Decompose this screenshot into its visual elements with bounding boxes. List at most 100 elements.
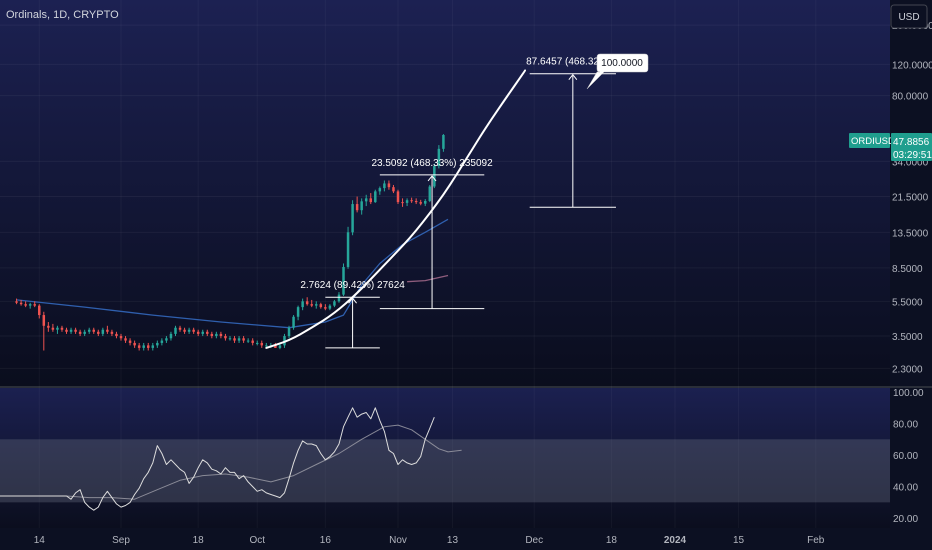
measure-arrow — [568, 73, 578, 81]
candle-body — [65, 329, 68, 332]
candle — [228, 336, 232, 341]
rsi-tick-label: 100.00 — [893, 388, 924, 399]
candle — [255, 340, 259, 346]
time-tick-label: Dec — [525, 535, 543, 546]
candle — [28, 302, 32, 309]
candle-body — [328, 305, 332, 309]
candle — [124, 336, 127, 343]
candle-body — [146, 345, 150, 348]
candle-body — [305, 301, 309, 305]
candles — [15, 134, 445, 351]
candle-body — [246, 340, 250, 342]
candle-body — [433, 165, 436, 187]
candle — [392, 184, 395, 194]
candle-body — [78, 331, 82, 334]
candle-body — [392, 187, 395, 192]
measure-label: 23.5092 (468.33%) 235092 — [371, 158, 493, 169]
candle-body — [183, 329, 186, 332]
candle — [433, 163, 436, 189]
time-tick-label: 2024 — [664, 535, 687, 546]
candle-body — [228, 338, 232, 340]
candle — [110, 329, 114, 337]
candle-body — [137, 345, 141, 348]
candle — [237, 336, 241, 343]
candle — [442, 134, 445, 152]
projection-curve[interactable] — [265, 69, 527, 349]
candle — [69, 327, 73, 334]
candle-body — [337, 294, 341, 302]
candle-body — [60, 327, 64, 330]
price-tick-label: 120.0000 — [892, 60, 932, 71]
candle — [78, 329, 82, 337]
candle — [87, 327, 91, 334]
candle — [196, 329, 200, 337]
candle — [165, 336, 168, 343]
candle — [287, 325, 291, 339]
candle — [428, 184, 432, 203]
candle-body — [224, 336, 227, 339]
measurement-tools[interactable]: 2.7624 (89.42%) 27624 23.5092 (468.33%) 2… — [300, 57, 620, 349]
candle — [142, 342, 145, 351]
rsi-pane-background — [0, 388, 890, 528]
currency-label: USD — [898, 12, 919, 23]
candle — [201, 329, 204, 337]
candle — [97, 329, 100, 337]
candle — [251, 338, 254, 346]
candle-body — [169, 333, 173, 339]
candle-body — [192, 329, 195, 332]
price-axis-background — [890, 0, 932, 528]
price-callout[interactable]: 100.0000 — [586, 53, 649, 90]
price-tick-label: 3.5000 — [892, 332, 923, 343]
candle — [137, 342, 141, 351]
candle-body — [42, 315, 46, 326]
candle-body — [115, 333, 118, 337]
candle — [383, 180, 386, 192]
currency-button[interactable]: USD — [890, 4, 928, 29]
candle — [310, 299, 313, 308]
candle — [74, 327, 77, 334]
candle-body — [437, 148, 441, 166]
candle — [169, 331, 173, 341]
candle-body — [423, 200, 427, 204]
candle-body — [378, 188, 382, 192]
price-tag-price: 47.8856 — [893, 137, 930, 148]
candle — [296, 305, 300, 321]
candle — [219, 331, 223, 339]
candle — [128, 338, 132, 346]
candle-body — [401, 202, 404, 204]
candle — [42, 311, 46, 351]
rsi-line — [0, 407, 435, 511]
time-tick-label: 18 — [193, 535, 205, 546]
candle — [378, 186, 382, 195]
candle-body — [87, 329, 91, 332]
candle-body — [83, 331, 86, 334]
candle — [414, 198, 418, 205]
candle — [410, 197, 413, 203]
candle — [292, 315, 295, 330]
candle — [192, 327, 195, 334]
candle-body — [165, 338, 168, 341]
candle-body — [310, 304, 313, 306]
rsi-tick-label: 20.00 — [893, 514, 918, 525]
candle-body — [405, 200, 409, 203]
candle-body — [414, 200, 418, 203]
price-axis-labels: 200.0000120.000080.000034.000021.500013.… — [892, 21, 932, 375]
candle — [396, 189, 400, 205]
candle — [301, 298, 304, 311]
candle — [60, 325, 64, 332]
candle — [346, 226, 350, 269]
candle-body — [383, 183, 386, 189]
candle — [405, 198, 409, 207]
candle-body — [324, 307, 327, 309]
price-tag-symbol: ORDIUSD — [851, 136, 895, 147]
candle-body — [201, 331, 204, 334]
candle — [133, 340, 136, 348]
candle — [146, 342, 150, 351]
price-tag-countdown: 03:29:51 — [893, 150, 932, 161]
candle-body — [319, 304, 323, 308]
candle — [242, 336, 245, 343]
candle-body — [47, 325, 50, 328]
candle — [333, 299, 336, 308]
candle-body — [251, 340, 254, 343]
